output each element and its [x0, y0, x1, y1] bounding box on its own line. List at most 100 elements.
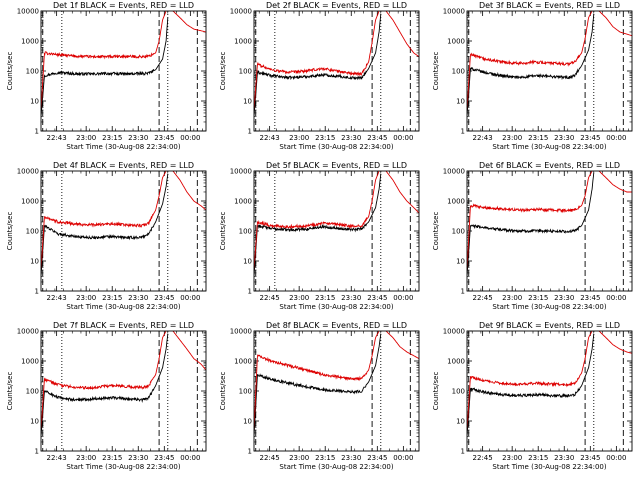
y-tick-label: 10000 [17, 328, 39, 336]
detector-panel-4: Det 4f BLACK = Events, RED = LLD 1 10 100 10… [6, 161, 207, 311]
y-tick-label: 100 [239, 68, 252, 76]
x-tick-label: 23:45 [154, 134, 174, 142]
x-tick-label: 23:45 [580, 454, 600, 462]
x-tick-label: 23:30 [128, 454, 148, 462]
y-axis: 1 10 100 1000 10000 [443, 8, 632, 136]
series-group [41, 11, 206, 117]
y-tick-label: 1 [248, 128, 252, 136]
x-tick-label: 22:45 [260, 294, 280, 302]
events-series-line [41, 17, 169, 117]
lld-series-line [467, 331, 632, 431]
panel-title: Det 5f BLACK = Events, RED = LLD [266, 161, 407, 170]
time-markers [255, 171, 411, 291]
y-axis: 1 10 100 1000 10000 [443, 328, 632, 456]
x-tick-label: 23:15 [102, 454, 122, 462]
y-axis-label: Counts/sec [6, 212, 14, 251]
detector-panel-3: Det 3f BLACK = Events, RED = LLD 1 10 100 10… [432, 1, 633, 151]
lld-series-line [254, 171, 419, 271]
y-tick-label: 10000 [443, 168, 465, 176]
detector-panel-2: Det 2f BLACK = Events, RED = LLD 1 10 100 10… [219, 1, 420, 151]
detector-panel-7: Det 7f BLACK = Events, RED = LLD 1 10 100 10… [6, 321, 207, 471]
panel-title: Det 9f BLACK = Events, RED = LLD [479, 321, 620, 330]
x-tick-label: 00:00 [606, 134, 626, 142]
x-tick-label: 23:45 [580, 294, 600, 302]
x-tick-label: 23:00 [76, 294, 96, 302]
series-group [41, 171, 206, 277]
y-axis: 1 10 100 1000 10000 [230, 168, 419, 296]
x-tick-label: 23:30 [128, 134, 148, 142]
x-tick-label: 22:45 [473, 454, 493, 462]
events-series-line [254, 13, 382, 117]
x-tick-label: 23:00 [289, 134, 309, 142]
x-tick-label: 23:00 [76, 134, 96, 142]
lld-series-line [41, 11, 206, 111]
plot-frame [253, 330, 420, 452]
x-tick-label: 23:15 [315, 294, 335, 302]
y-tick-label: 1000 [447, 198, 465, 206]
y-tick-label: 1 [248, 288, 252, 296]
x-axis: 22:45 23:00 23:15 23:30 23:45 00:00 [258, 331, 416, 462]
panel-title: Det 4f BLACK = Events, RED = LLD [53, 161, 194, 170]
x-axis-label: Start Time (30-Aug-08 22:34:00) [279, 303, 393, 311]
y-tick-label: 100 [452, 228, 465, 236]
y-axis-label: Counts/sec [432, 372, 440, 411]
y-tick-label: 100 [239, 228, 252, 236]
detector-panel-5: Det 5f BLACK = Events, RED = LLD 1 10 100 10… [219, 161, 420, 311]
y-tick-label: 10000 [17, 168, 39, 176]
y-tick-label: 10 [456, 98, 465, 106]
x-tick-label: 22:43 [47, 454, 67, 462]
x-axis: 22:45 23:00 23:15 23:30 23:45 00:00 [471, 171, 629, 302]
x-tick-label: 23:00 [502, 454, 522, 462]
x-tick-label: 23:30 [128, 294, 148, 302]
y-tick-label: 100 [452, 68, 465, 76]
lld-series-line [41, 171, 206, 271]
panel-title: Det 2f BLACK = Events, RED = LLD [266, 1, 407, 10]
x-tick-label: 00:00 [606, 454, 626, 462]
y-tick-label: 100 [452, 388, 465, 396]
plot-frame [466, 330, 633, 452]
x-tick-label: 00:00 [393, 454, 413, 462]
lld-series-line [467, 171, 632, 271]
plot-frame [466, 10, 633, 132]
detector-panel-1: Det 1f BLACK = Events, RED = LLD 1 10 100 10… [6, 1, 207, 151]
x-axis-label: Start Time (30-Aug-08 22:34:00) [492, 303, 606, 311]
x-tick-label: 23:30 [554, 134, 574, 142]
series-group [467, 171, 632, 277]
x-tick-label: 23:45 [154, 454, 174, 462]
x-axis-label: Start Time (30-Aug-08 22:34:00) [492, 463, 606, 471]
x-tick-label: 23:30 [341, 294, 361, 302]
x-axis-label: Start Time (30-Aug-08 22:34:00) [66, 463, 180, 471]
y-axis-label: Counts/sec [6, 52, 14, 91]
x-tick-label: 00:00 [180, 134, 200, 142]
y-axis-label: Counts/sec [219, 52, 227, 91]
y-tick-label: 100 [26, 228, 39, 236]
series-group [254, 331, 419, 437]
y-tick-label: 10 [243, 98, 252, 106]
time-markers [468, 331, 624, 451]
y-axis: 1 10 100 1000 10000 [230, 328, 419, 456]
x-axis-label: Start Time (30-Aug-08 22:34:00) [492, 143, 606, 151]
y-tick-label: 1 [35, 128, 39, 136]
x-tick-label: 23:15 [102, 134, 122, 142]
x-axis-label: Start Time (30-Aug-08 22:34:00) [279, 143, 393, 151]
plot-frame [253, 170, 420, 292]
events-series-line [467, 13, 595, 117]
plot-frame [253, 10, 420, 132]
y-tick-label: 1 [35, 448, 39, 456]
x-tick-label: 23:00 [502, 294, 522, 302]
x-tick-label: 22:45 [260, 454, 280, 462]
events-series-line [467, 172, 595, 277]
y-tick-label: 10 [243, 258, 252, 266]
y-tick-label: 1 [461, 448, 465, 456]
y-tick-label: 10000 [17, 8, 39, 16]
y-tick-label: 1000 [234, 198, 252, 206]
y-axis-label: Counts/sec [219, 212, 227, 251]
y-tick-label: 1000 [21, 38, 39, 46]
x-tick-label: 23:15 [315, 134, 335, 142]
y-axis-label: Counts/sec [6, 372, 14, 411]
y-axis-label: Counts/sec [219, 372, 227, 411]
x-tick-label: 23:15 [528, 134, 548, 142]
y-tick-label: 1000 [21, 198, 39, 206]
lld-series-line [41, 331, 206, 431]
